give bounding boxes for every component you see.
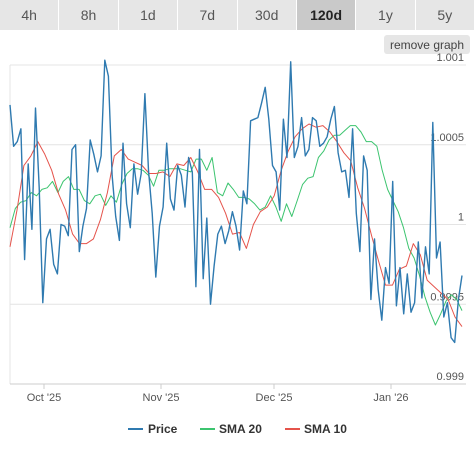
range-tab-8h[interactable]: 8h (59, 0, 119, 30)
x-tick-label: Dec '25 (256, 392, 293, 404)
x-tick-label: Jan '26 (373, 392, 408, 404)
series-line-price (9, 59, 463, 344)
series-line-sma-20 (9, 125, 463, 326)
y-tick-label: 0.999 (436, 371, 464, 383)
y-tick-label: 1 (458, 212, 464, 224)
range-tab-30d[interactable]: 30d (238, 0, 297, 30)
range-tab-4h[interactable]: 4h (0, 0, 60, 30)
x-tick-label: Oct '25 (27, 392, 62, 404)
range-tab-1y[interactable]: 1y (356, 0, 416, 30)
range-tab-1d[interactable]: 1d (119, 0, 179, 30)
y-tick-label: 0.9995 (430, 291, 464, 303)
range-tab-5y[interactable]: 5y (437, 7, 453, 23)
time-range-selector: 4h 8h 1d 7d 30d 120d 1y 5y (0, 0, 474, 30)
y-tick-label: 1.001 (436, 52, 464, 64)
legend-label[interactable]: SMA 10 (304, 422, 347, 436)
y-tick-label: 1.0005 (430, 132, 464, 144)
legend-label[interactable]: Price (148, 422, 178, 436)
series-line-sma-10 (9, 123, 463, 327)
legend-label[interactable]: SMA 20 (219, 422, 262, 436)
x-tick-label: Nov '25 (143, 392, 180, 404)
remove-graph-button[interactable]: remove graph (384, 35, 470, 54)
range-tab-7d[interactable]: 7d (178, 0, 238, 30)
range-tab-120d[interactable]: 120d (296, 0, 357, 30)
